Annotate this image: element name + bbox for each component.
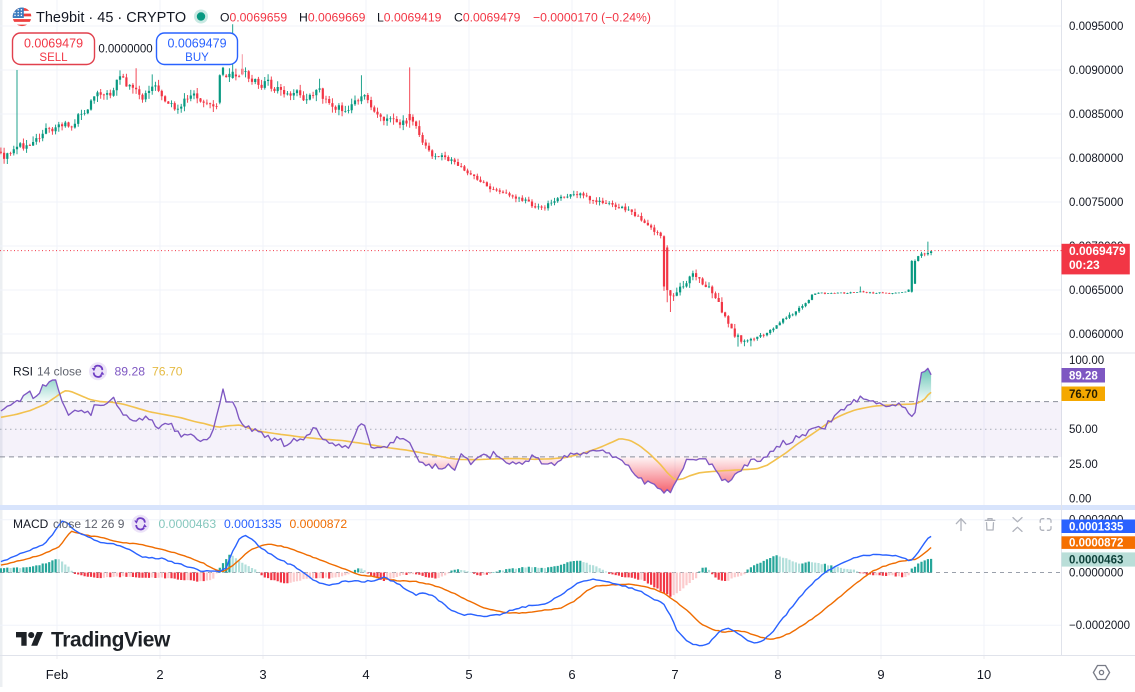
svg-text:BUY: BUY: [185, 52, 209, 64]
svg-text:0.0069479: 0.0069479: [167, 37, 226, 51]
svg-text:0.0000000: 0.0000000: [1069, 567, 1123, 579]
svg-text:5: 5: [465, 667, 472, 682]
svg-text:SELL: SELL: [39, 52, 68, 64]
svg-text:76.70: 76.70: [152, 365, 183, 379]
svg-text:2: 2: [156, 667, 163, 682]
svg-text:0.0065000: 0.0065000: [1069, 285, 1123, 297]
svg-text:0.0000872: 0.0000872: [290, 517, 348, 531]
svg-text:0.0080000: 0.0080000: [1069, 153, 1123, 165]
svg-text:0.0060000: 0.0060000: [1069, 329, 1123, 341]
svg-text:50.00: 50.00: [1069, 424, 1098, 436]
svg-text:8: 8: [774, 667, 781, 682]
svg-text:0.0000872: 0.0000872: [1069, 538, 1123, 550]
svg-text:0.0085000: 0.0085000: [1069, 109, 1123, 121]
svg-text:0.0075000: 0.0075000: [1069, 197, 1123, 209]
svg-text:0.0069479: 0.0069479: [24, 37, 83, 51]
svg-text:3: 3: [259, 667, 266, 682]
svg-text:−0.0002000: −0.0002000: [1069, 620, 1130, 632]
svg-text:The9bit · 45 · CRYPTO: The9bit · 45 · CRYPTO: [36, 10, 186, 26]
svg-text:89.28: 89.28: [1069, 370, 1098, 382]
svg-text:0.0090000: 0.0090000: [1069, 65, 1123, 77]
svg-text:Feb: Feb: [46, 667, 68, 682]
svg-text:89.28: 89.28: [115, 365, 146, 379]
svg-text:10: 10: [977, 667, 991, 682]
svg-text:7: 7: [671, 667, 678, 682]
svg-text:76.70: 76.70: [1069, 389, 1098, 401]
svg-text:0.0001335: 0.0001335: [1069, 521, 1124, 533]
svg-text:0.0000000: 0.0000000: [98, 44, 152, 56]
svg-text:00:23: 00:23: [1069, 258, 1100, 272]
svg-text:0.0069479: 0.0069479: [1069, 244, 1126, 258]
svg-text:100.00: 100.00: [1069, 355, 1104, 367]
svg-text:0.0000463: 0.0000463: [1069, 554, 1123, 566]
svg-text:4: 4: [362, 667, 369, 682]
svg-text:9: 9: [877, 667, 884, 682]
svg-text:0.0001335: 0.0001335: [224, 517, 282, 531]
svg-text:0.00: 0.00: [1069, 494, 1091, 506]
svg-text:0.0000463: 0.0000463: [159, 517, 217, 531]
svg-text:6: 6: [568, 667, 575, 682]
svg-text:25.00: 25.00: [1069, 459, 1098, 471]
svg-text:0.0095000: 0.0095000: [1069, 21, 1123, 33]
svg-text:TradingView: TradingView: [51, 629, 171, 652]
